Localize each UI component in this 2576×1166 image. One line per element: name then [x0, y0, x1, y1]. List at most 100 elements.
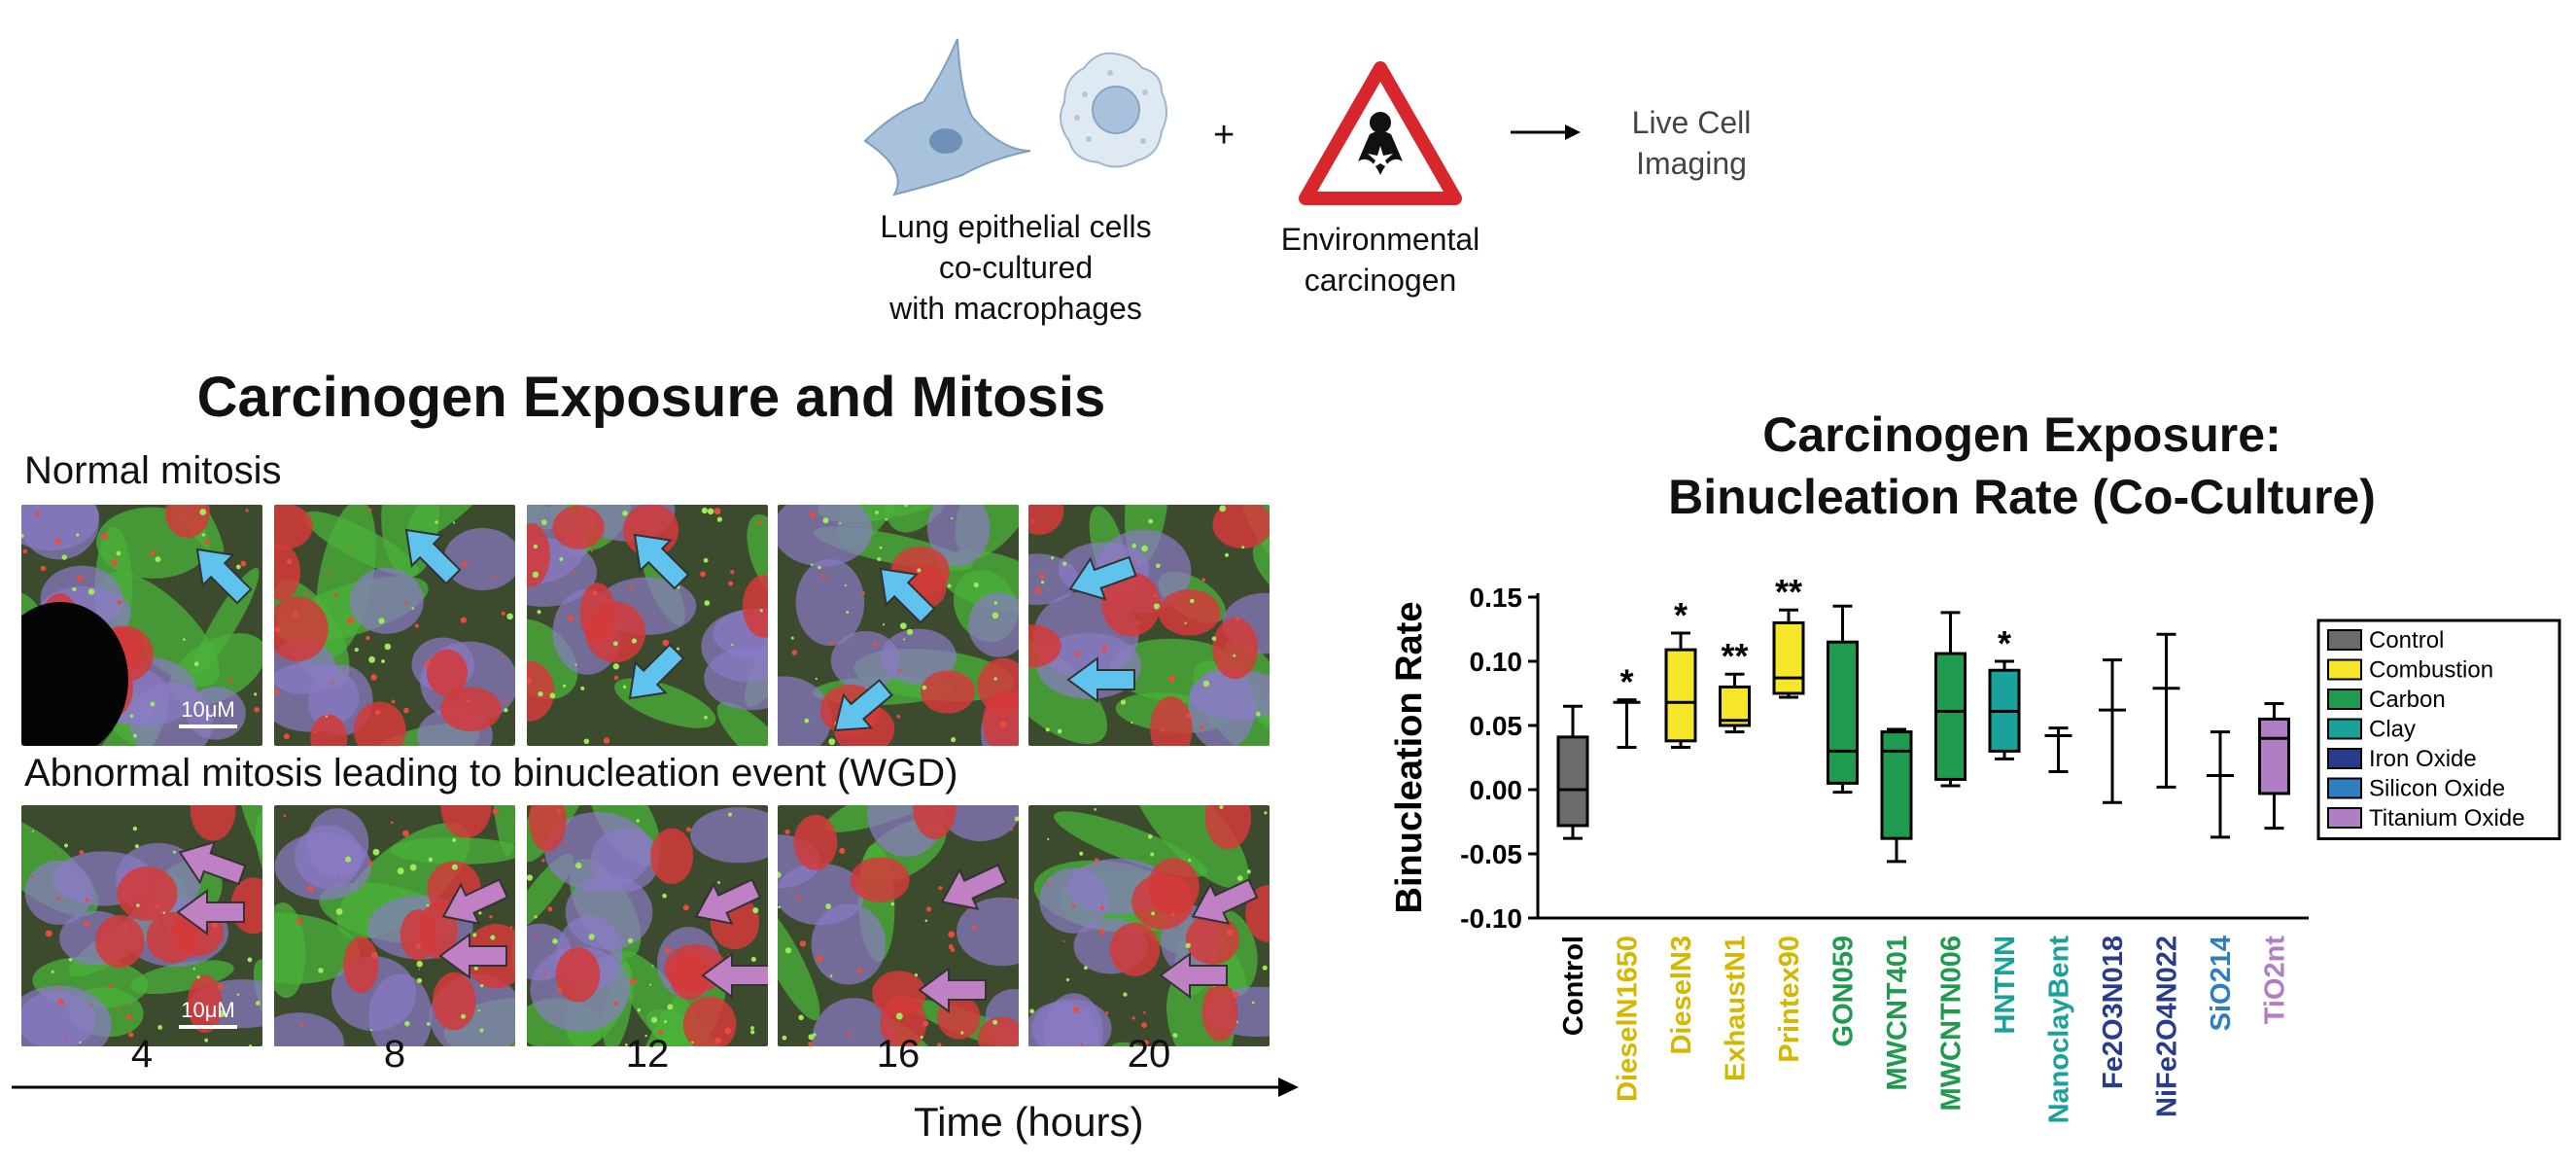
legend-swatch — [2327, 718, 2362, 740]
cell-arrow-icon — [940, 864, 1008, 910]
plus-sign: + — [1213, 115, 1236, 156]
carcinogen-label-line-1: Environmental — [1280, 222, 1480, 257]
scale-bar-line — [179, 1025, 237, 1029]
chart-title-line-2: Binucleation Rate (Co-Culture) — [1668, 470, 2376, 524]
hazard-icon — [1299, 61, 1462, 205]
macrophage-icon — [1060, 52, 1167, 168]
arrow-right-icon — [1511, 124, 1581, 140]
scale-bar-label: 10μM — [181, 998, 235, 1022]
chart-title: Carcinogen Exposure: Binucleation Rate (… — [1429, 404, 2576, 528]
box — [1664, 648, 1697, 743]
cell-arrow-icon — [195, 548, 253, 605]
category-label: Control — [1558, 936, 1589, 1036]
y-tick-label: -0.05 — [1460, 839, 1522, 869]
result-label-line-1: Live Cell — [1631, 105, 1752, 140]
category-label: TiO2nt — [2260, 936, 2291, 1025]
legend-label: Iron Oxide — [2369, 746, 2477, 772]
micrograph-panel: 10μM — [21, 805, 262, 1046]
category-label: DieselN3 — [1666, 936, 1697, 1055]
carcinogen-label: Environmental carcinogen — [1259, 219, 1502, 300]
box — [1772, 620, 1805, 695]
significance-label: ** — [1775, 572, 1802, 612]
carcinogen-label-line-2: carcinogen — [1304, 263, 1457, 298]
time-axis-label: Time (hours) — [914, 1099, 1144, 1145]
y-tick-label: 0.15 — [1470, 583, 1523, 613]
micrograph-panel — [274, 805, 515, 1046]
scale-bar: 10μM — [179, 697, 237, 728]
box — [1827, 640, 1859, 785]
chart-title-line-1: Carcinogen Exposure: — [1762, 407, 2281, 462]
mitosis-title: Carcinogen Exposure and Mitosis — [196, 366, 1106, 429]
legend-label: Combustion — [2369, 657, 2493, 684]
time-tick-label: 8 — [383, 1033, 406, 1076]
legend-swatch — [2327, 777, 2362, 799]
cell-arrow-icon — [879, 567, 936, 624]
normal-mitosis-label: Normal mitosis — [24, 449, 282, 492]
cell-arrow-icon — [176, 889, 245, 936]
micrograph-panel — [527, 805, 768, 1046]
box — [1880, 730, 1913, 840]
cells-label-line-2: co-cultured — [938, 250, 1094, 285]
cell-arrow-icon — [1191, 878, 1259, 925]
cell-arrow-icon — [178, 840, 247, 886]
binucleation-chart: 0.15 0.10 0.05 0.00 -0.05 -0.10 Binucleation R… — [1389, 572, 2561, 1124]
cells-label-line-1: Lung epithelial cells — [880, 209, 1152, 244]
category-label: Fe2O3N018 — [2098, 936, 2129, 1089]
legend-swatch — [2327, 629, 2362, 651]
category-label: SiO214 — [2206, 936, 2237, 1031]
micrograph-panel — [274, 505, 515, 746]
time-axis — [12, 1078, 1299, 1097]
cell-arrow-icon — [1066, 656, 1135, 703]
legend-label: Titanium Oxide — [2369, 805, 2525, 831]
time-tick-label: 12 — [625, 1033, 670, 1076]
cell-arrow-icon — [918, 967, 987, 1013]
box — [1934, 652, 1967, 781]
cells-label: Lung epithelial cells co-cultured with m… — [846, 206, 1186, 329]
y-tick-label: -0.10 — [1460, 903, 1522, 934]
scale-bar-label: 10μM — [181, 697, 235, 722]
legend-swatch — [2327, 689, 2362, 710]
cell-arrow-icon — [404, 528, 462, 585]
category-label: GON059 — [1828, 936, 1860, 1046]
y-tick-label: 0.10 — [1470, 647, 1523, 677]
category-label: MWCNT401 — [1882, 936, 1913, 1091]
cell-arrow-icon — [438, 933, 507, 979]
significance-label: * — [1619, 662, 1633, 702]
category-label: NanoclayBent — [2044, 936, 2075, 1124]
micrograph-panel: 10μM — [21, 505, 262, 746]
micrograph-panel — [527, 505, 768, 746]
scale-bar-line — [179, 724, 237, 728]
time-tick-label: 16 — [876, 1033, 921, 1076]
micrograph-panel — [778, 505, 1019, 746]
y-tick-label: 0.00 — [1470, 775, 1523, 805]
micrograph-panel — [1028, 505, 1270, 746]
result-label: Live Cell Imaging — [1594, 102, 1789, 184]
category-label: Printex90 — [1774, 936, 1805, 1063]
cell-arrow-icon — [633, 533, 690, 590]
y-tick-label: 0.05 — [1470, 711, 1523, 741]
cells-label-line-3: with macrophages — [889, 291, 1142, 326]
cell-arrow-icon — [701, 952, 768, 999]
box — [2258, 717, 2290, 795]
legend-label: Carbon — [2369, 687, 2446, 713]
legend-swatch — [2327, 658, 2362, 681]
cell-arrow-icon — [833, 679, 893, 731]
category-label: HNTNN — [1990, 936, 2021, 1035]
epithelial-cell-icon — [863, 38, 1031, 196]
abnormal-mitosis-label: Abnormal mitosis leading to binucleation… — [24, 752, 958, 795]
y-axis-label: Binucleation Rate — [1389, 602, 1430, 914]
legend-label: Clay — [2369, 717, 2416, 743]
cell-arrow-icon — [441, 878, 509, 925]
time-tick-label: 20 — [1127, 1033, 1171, 1076]
significance-label: * — [1674, 595, 1688, 635]
micrograph-panel — [778, 805, 1019, 1046]
legend-swatch — [2327, 748, 2362, 769]
significance-label: ** — [1721, 636, 1748, 676]
result-label-line-2: Imaging — [1636, 146, 1747, 181]
cell-arrow-icon — [1159, 952, 1228, 999]
cells-illustration — [863, 38, 1167, 196]
category-label: DieselN1650 — [1613, 936, 1644, 1102]
legend-label: Control — [2369, 627, 2444, 654]
category-label: NiFe2O4N022 — [2152, 936, 2183, 1117]
box — [1556, 735, 1589, 828]
